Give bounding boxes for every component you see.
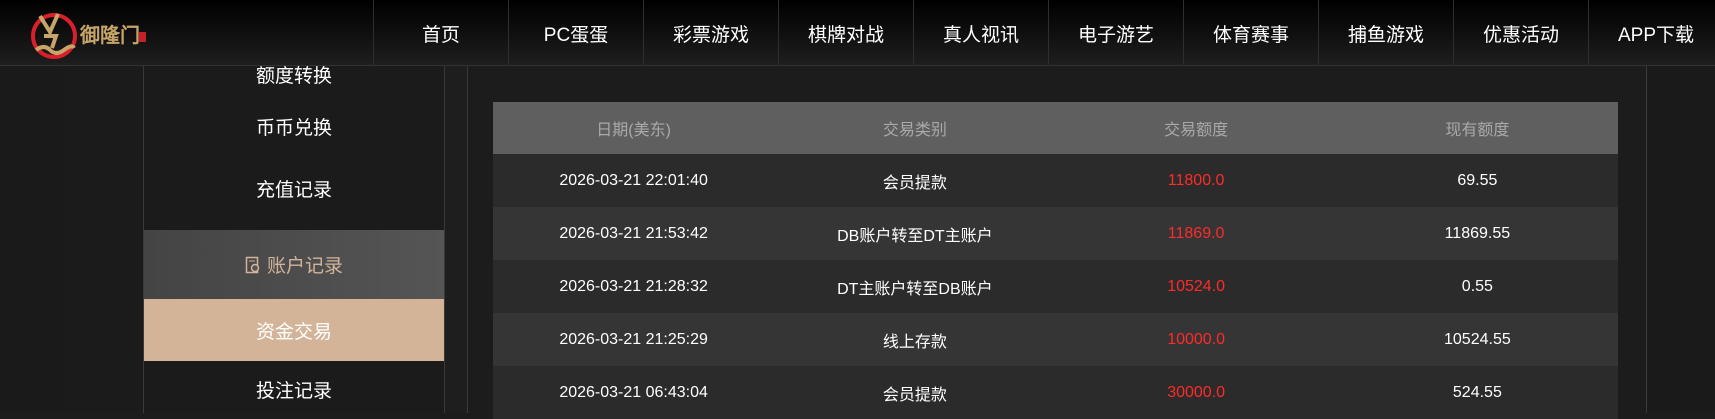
- nav-fishing[interactable]: 捕鱼游戏: [1318, 0, 1453, 66]
- sidebar-item-fund-transactions[interactable]: 资金交易: [144, 299, 444, 361]
- nav-chess-cards[interactable]: 棋牌对战: [778, 0, 913, 66]
- sidebar: 额度转换 币币兑换 充值记录 账户记录 资金交易 投注记录: [143, 66, 445, 413]
- nav-pc-egg[interactable]: PC蛋蛋: [508, 0, 643, 66]
- sidebar-item-bet-records[interactable]: 投注记录: [255, 380, 332, 402]
- table-header: 日期(美东) 交易类别 交易额度 现有额度: [493, 102, 1618, 154]
- nav-sports[interactable]: 体育赛事: [1183, 0, 1318, 66]
- cell-balance: 10524.55: [1444, 330, 1511, 348]
- table-row: 2026-03-21 21:25:29 线上存款 10000.0 10524.5…: [493, 313, 1618, 366]
- nav-app-download[interactable]: APP下载: [1588, 0, 1715, 66]
- nav-lottery[interactable]: 彩票游戏: [643, 0, 778, 66]
- cell-type: DT主账户转至DB账户: [837, 280, 993, 298]
- nav-live-casino[interactable]: 真人视讯: [913, 0, 1048, 66]
- nav-promotions[interactable]: 优惠活动: [1453, 0, 1588, 66]
- cell-date: 2026-03-21 21:25:29: [559, 330, 708, 348]
- cell-date: 2026-03-21 06:43:04: [559, 383, 708, 401]
- table-row: 2026-03-21 21:28:32 DT主账户转至DB账户 10524.0 …: [493, 260, 1618, 313]
- svg-text:御隆门: 御隆门: [79, 23, 140, 47]
- header-date: 日期(美东): [596, 122, 671, 139]
- top-header: 御隆门 首页 PC蛋蛋 彩票游戏 棋牌对战 真人视讯 电子游艺 体育赛事 捕鱼游…: [0, 0, 1715, 66]
- cell-date: 2026-03-21 21:28:32: [559, 277, 708, 295]
- table-row: 2026-03-21 21:53:42 DB账户转至DT主账户 11869.0 …: [493, 207, 1618, 260]
- cell-date: 2026-03-21 21:53:42: [559, 224, 708, 242]
- cell-date: 2026-03-21 22:01:40: [559, 171, 708, 189]
- header-amount: 交易额度: [1164, 122, 1229, 139]
- cell-type: DB账户转至DT主账户: [837, 227, 993, 245]
- header-balance: 现有额度: [1445, 122, 1510, 139]
- table-row: 2026-03-21 22:01:40 会员提款 11800.0 69.55: [493, 154, 1618, 207]
- transactions-table: 日期(美东) 交易类别 交易额度 现有额度 2026-03-21 22:01:4…: [493, 102, 1618, 419]
- brand-logo[interactable]: 御隆门: [28, 6, 148, 60]
- cell-type: 会员提款: [882, 174, 947, 192]
- sidebar-group-account-records[interactable]: 账户记录: [144, 230, 444, 299]
- cell-balance: 69.55: [1457, 171, 1498, 189]
- record-icon: [245, 256, 260, 273]
- nav-slots[interactable]: 电子游艺: [1048, 0, 1183, 66]
- header-type: 交易类别: [882, 122, 947, 139]
- cell-balance: 524.55: [1452, 383, 1502, 401]
- table-row: 2026-03-21 06:43:04 会员提款 30000.0 524.55: [493, 366, 1618, 419]
- cell-amount: 11869.0: [1167, 224, 1225, 242]
- cell-type: 会员提款: [882, 386, 947, 404]
- cell-amount: 10524.0: [1167, 277, 1226, 295]
- sidebar-item-coin-exchange[interactable]: 币币兑换: [255, 117, 332, 139]
- sidebar-item-credit-transfer[interactable]: 额度转换: [255, 65, 332, 87]
- cell-amount: 10000.0: [1167, 330, 1226, 348]
- sidebar-group-label: 账户记录: [266, 256, 343, 277]
- cell-type: 线上存款: [882, 333, 947, 351]
- cell-balance: 11869.55: [1444, 224, 1511, 242]
- cell-amount: 30000.0: [1167, 383, 1226, 401]
- nav-home[interactable]: 首页: [373, 0, 508, 66]
- cell-balance: 0.55: [1461, 277, 1493, 295]
- main-nav: 首页 PC蛋蛋 彩票游戏 棋牌对战 真人视讯 电子游艺 体育赛事 捕鱼游戏 优惠…: [373, 0, 1715, 66]
- cell-amount: 11800.0: [1167, 171, 1225, 189]
- sidebar-item-deposit-records[interactable]: 充值记录: [255, 179, 332, 201]
